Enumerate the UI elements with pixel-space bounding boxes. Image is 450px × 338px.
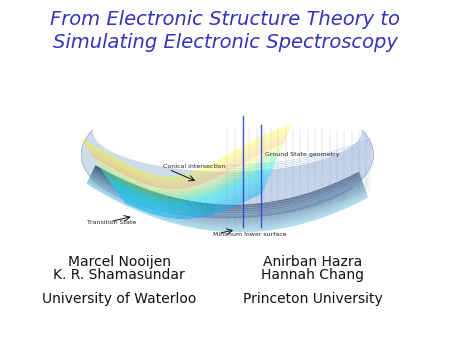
- Text: Transition State: Transition State: [87, 220, 136, 225]
- Text: Anirban Hazra: Anirban Hazra: [263, 255, 362, 269]
- Text: From Electronic Structure Theory to
Simulating Electronic Spectroscopy: From Electronic Structure Theory to Simu…: [50, 10, 400, 52]
- Text: Hannah Chang: Hannah Chang: [261, 268, 364, 283]
- Text: Minimum lower surface: Minimum lower surface: [213, 232, 286, 237]
- Ellipse shape: [93, 90, 362, 172]
- Text: Ground State geometry: Ground State geometry: [266, 152, 340, 157]
- Text: Marcel Nooijen: Marcel Nooijen: [68, 255, 171, 269]
- Ellipse shape: [81, 91, 373, 218]
- Text: University of Waterloo: University of Waterloo: [42, 292, 197, 306]
- Text: K. R. Shamasundar: K. R. Shamasundar: [54, 268, 185, 283]
- Text: Conical intersection: Conical intersection: [163, 164, 225, 169]
- Text: Princeton University: Princeton University: [243, 292, 382, 306]
